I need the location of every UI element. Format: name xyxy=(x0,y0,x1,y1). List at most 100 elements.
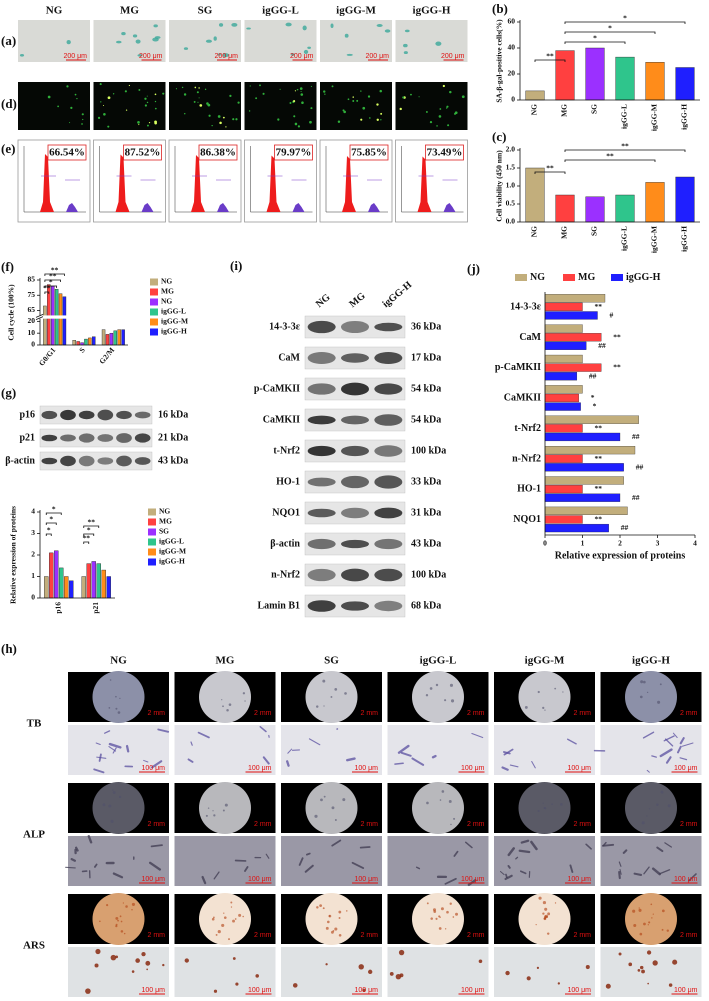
dish-spot xyxy=(656,803,659,806)
cell xyxy=(331,839,342,847)
fluorescent-spot xyxy=(449,90,452,94)
y-tick-label: NQO1 xyxy=(513,514,541,525)
bar xyxy=(81,576,86,599)
fluorescent-spot xyxy=(229,94,232,98)
legend-label: igGG-M xyxy=(161,317,188,326)
significance-mark: ## xyxy=(589,371,597,380)
stain-spot xyxy=(154,36,161,39)
y-tick-label: p-CaMKII xyxy=(495,362,541,373)
scale-label: 2 mm xyxy=(148,821,166,828)
dish-spot xyxy=(543,806,546,809)
stain-spot xyxy=(246,27,251,30)
bar xyxy=(54,550,59,599)
dish-spot xyxy=(323,795,326,798)
fluorescent-spot xyxy=(154,120,157,124)
blot-band xyxy=(341,601,369,611)
dish-spot xyxy=(544,907,548,911)
x-tick-label: 4 xyxy=(693,539,697,548)
cell xyxy=(431,754,437,759)
scale-label: 2 mm xyxy=(361,821,379,828)
dish-spot xyxy=(547,912,551,916)
y-tick-label: 85 xyxy=(28,275,36,284)
stain-spot xyxy=(307,46,311,49)
fluorescent-spot xyxy=(446,105,449,108)
fluorescent-spot xyxy=(301,101,304,104)
blot-band xyxy=(341,475,369,489)
bar xyxy=(69,580,74,599)
x-tick-label: igGG-L xyxy=(620,104,629,129)
panel-label: (c) xyxy=(492,129,506,144)
fluorescent-spot xyxy=(184,112,186,115)
micrograph xyxy=(174,836,276,886)
mineral-nodule xyxy=(605,983,611,989)
dish-spot xyxy=(211,917,215,921)
scale-label: 2 mm xyxy=(574,821,592,828)
legend-label: igGG-H xyxy=(626,272,661,283)
group-header: NG xyxy=(46,5,63,17)
fluorescent-spot xyxy=(289,101,292,104)
significance-mark: ## xyxy=(598,341,606,350)
dish-spot xyxy=(338,916,341,919)
legend-label: igGG-H xyxy=(161,327,187,336)
fluorescent-spot xyxy=(154,107,157,110)
dish-spot xyxy=(242,915,244,918)
significance-bracket xyxy=(44,273,65,276)
fluorescence-image xyxy=(169,82,241,130)
blot-band xyxy=(307,383,336,395)
mineral-nodule xyxy=(646,950,652,955)
g1-percentage: 75.85% xyxy=(351,147,387,159)
significance-mark: ## xyxy=(636,462,644,471)
significance-mark: ** xyxy=(595,423,603,432)
dish-spot xyxy=(109,679,112,681)
scale-label: 2 mm xyxy=(680,932,698,939)
stain-spot xyxy=(132,34,138,38)
blot-band xyxy=(307,415,336,425)
legend-swatch xyxy=(150,298,158,306)
dish-spot xyxy=(242,692,246,695)
significance-mark: ** xyxy=(606,152,614,161)
cell xyxy=(566,738,577,745)
dish-spot xyxy=(646,691,649,694)
dish-spot xyxy=(106,904,109,907)
cell xyxy=(515,856,519,860)
protein-label: HO-1 xyxy=(276,476,300,487)
scale-bar-label: 200 μm xyxy=(441,53,465,60)
cell xyxy=(681,742,694,747)
legend-swatch xyxy=(148,538,156,546)
stain-spot xyxy=(376,24,383,27)
bar xyxy=(544,454,583,463)
cell xyxy=(453,850,459,857)
y-tick-label: 40 xyxy=(508,43,516,52)
bar xyxy=(544,446,636,455)
blot-band xyxy=(374,538,403,550)
fluorescent-spot xyxy=(208,114,211,117)
micrograph xyxy=(18,20,90,62)
mineral-nodule xyxy=(325,963,328,966)
culture-dish xyxy=(625,893,677,945)
blot-band xyxy=(374,352,403,364)
significance-mark: ** xyxy=(88,518,96,527)
fluorescent-spot xyxy=(445,107,448,109)
fluorescent-spot xyxy=(193,100,196,103)
scale-label: 2 mm xyxy=(148,710,166,717)
g2-peak xyxy=(443,203,456,212)
g2-peak xyxy=(66,203,78,212)
mineral-nodule xyxy=(213,989,218,993)
y-tick-label: 0 xyxy=(31,340,35,349)
y-tick-label: 4 xyxy=(31,507,35,516)
legend-label: igGG-L xyxy=(159,537,184,546)
mineral-nodule xyxy=(131,970,135,973)
fluorescent-spot xyxy=(237,101,240,104)
scale-label: 2 mm xyxy=(254,710,272,717)
scale-label: 100 μm xyxy=(142,987,166,994)
cell xyxy=(659,748,673,758)
blot-band xyxy=(341,415,369,425)
significance-mark: ** xyxy=(43,284,51,293)
culture-dish xyxy=(412,782,464,834)
y-tick-label: 60 xyxy=(508,17,516,26)
dish-spot xyxy=(537,809,540,813)
significance-mark: * xyxy=(47,526,51,535)
lane-label: NG xyxy=(314,292,333,310)
cell xyxy=(633,872,643,876)
cell xyxy=(104,730,111,734)
